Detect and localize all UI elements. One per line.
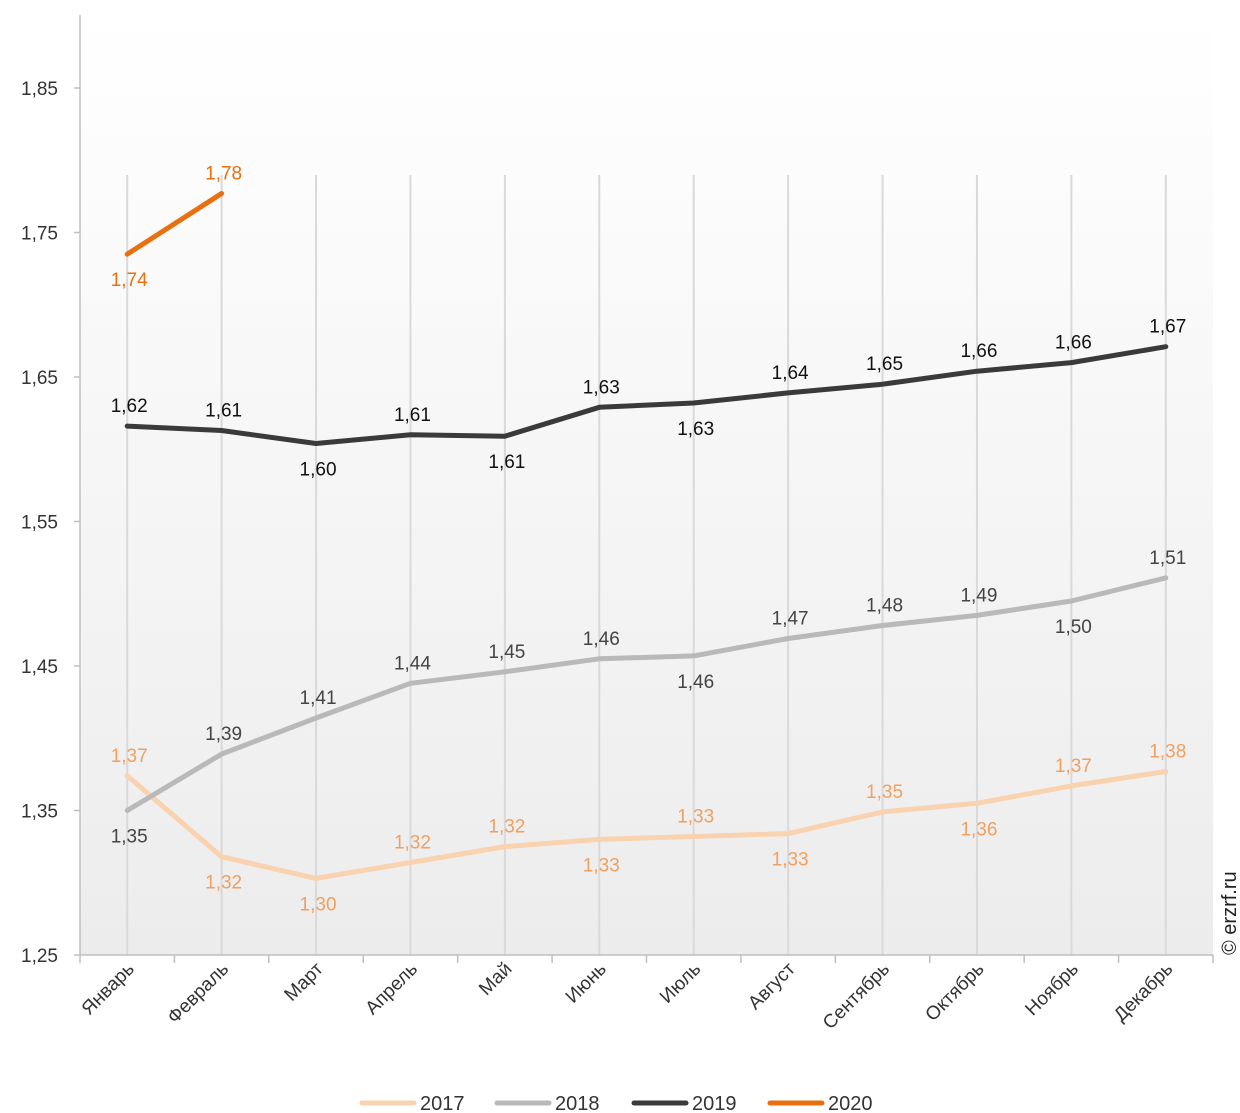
legend-item-2018: 2018 [494,1093,600,1113]
legend-label: 2018 [555,1093,600,1113]
data-label-2019: 1,63 [583,377,620,398]
data-label-2018: 1,50 [1055,617,1092,638]
legend-item-2020: 2020 [767,1093,873,1113]
credit-text: © erzrf.ru [1219,871,1240,955]
y-tick-label: 1,75 [21,224,58,245]
data-label-2018: 1,46 [583,629,620,650]
y-tick-label: 1,25 [21,946,58,967]
y-tick-label: 1,85 [21,79,58,100]
y-tick-label: 1,35 [21,802,58,823]
data-label-2018: 1,49 [960,585,997,606]
plot-background [80,15,1213,955]
y-tick-label: 1,55 [21,513,58,534]
x-tick-label: Июнь [562,959,611,1008]
data-label-2018: 1,44 [394,653,431,674]
legend-item-2017: 2017 [359,1093,465,1113]
legend-label: 2017 [420,1093,465,1113]
data-label-2019: 1,61 [205,400,242,421]
x-tick-label: Апрель [362,959,422,1019]
data-label-2017: 1,35 [866,782,903,803]
series-line-2019 [124,344,1169,446]
data-label-2020: 1,74 [111,270,148,291]
legend: 2017 2018 2019 2020 [359,1093,873,1113]
data-label-2017: 1,37 [1055,756,1092,777]
legend-label: 2019 [692,1093,737,1113]
data-label-2019: 1,67 [1149,317,1186,338]
legend-item-2019: 2019 [631,1093,737,1113]
data-label-2019: 1,60 [300,459,337,480]
data-label-2019: 1,65 [866,354,903,375]
series-line-2017 [124,769,1169,881]
data-label-2019: 1,62 [111,396,148,417]
x-tick-label: Ноябрь [1021,959,1083,1021]
data-labels: 1,37 1,32 1,30 1,32 1,32 1,33 1,33 1,33 1,35 1,36… [111,163,1187,915]
data-label-2018: 1,46 [677,672,714,693]
data-label-2017: 1,37 [111,746,148,767]
data-label-2018: 1,47 [772,609,809,630]
data-label-2018: 1,45 [488,642,525,663]
data-label-2017: 1,32 [205,873,242,894]
data-label-2017: 1,33 [772,850,809,871]
x-tick-label: Январь [78,959,139,1020]
data-label-2017: 1,32 [394,833,431,854]
series-line-2020 [124,191,225,257]
data-label-2019: 1,64 [772,363,809,384]
data-label-2019: 1,66 [1055,333,1092,354]
y-tick-label: 1,45 [21,657,58,678]
data-label-2018: 1,48 [866,596,903,617]
x-tick-label: Июль [656,959,705,1008]
data-label-2019: 1,61 [488,452,525,473]
x-tick-label: Август [744,958,799,1013]
data-label-2020: 1,78 [205,163,242,184]
data-label-2018: 1,51 [1149,548,1186,569]
data-label-2017: 1,33 [677,807,714,828]
data-label-2019: 1,66 [960,341,997,362]
data-label-2018: 1,39 [205,724,242,745]
data-label-2018: 1,41 [300,688,337,709]
x-tick-label: Сентябрь [819,959,894,1034]
data-label-2017: 1,38 [1149,741,1186,762]
x-tick-label: Март [281,958,328,1005]
series-lines [124,191,1169,881]
data-label-2017: 1,30 [300,894,337,915]
series-line-2018 [124,575,1169,813]
data-label-2017: 1,32 [488,817,525,838]
x-tick-label: Май [475,959,516,1000]
data-label-2017: 1,33 [583,855,620,876]
x-tick-label: Октябрь [922,959,989,1026]
legend-label: 2020 [828,1093,873,1113]
grid-lines [126,175,1167,955]
y-tick-label: 1,65 [21,368,58,389]
x-tick-label: Февраль [164,959,234,1029]
data-label-2019: 1,63 [677,419,714,440]
data-label-2019: 1,61 [394,405,431,426]
x-tick-label: Декабрь [1110,959,1177,1026]
data-label-2017: 1,36 [960,819,997,840]
data-label-2018: 1,35 [111,827,148,848]
